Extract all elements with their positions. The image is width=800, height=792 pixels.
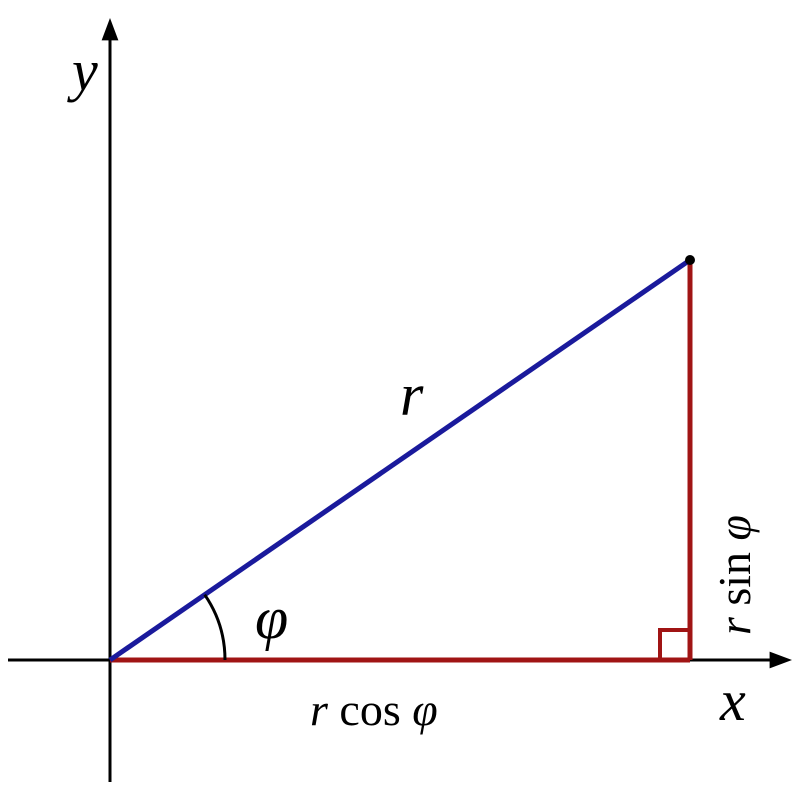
x-axis-arrowhead	[770, 652, 792, 669]
angle-label: φ	[255, 585, 288, 651]
adjacent-label: r cos φ	[310, 684, 438, 735]
opposite-label: r sin φ	[709, 515, 760, 635]
polar-diagram: y x r φ r cos φ r sin φ	[0, 0, 800, 792]
y-axis-label: y	[67, 38, 98, 103]
point-marker	[685, 255, 695, 265]
angle-arc	[205, 595, 225, 660]
hypotenuse-label: r	[400, 362, 424, 428]
right-angle-marker	[660, 630, 690, 660]
hypotenuse	[110, 260, 690, 660]
x-axis-label: x	[719, 668, 746, 733]
y-axis-arrowhead	[102, 18, 119, 40]
